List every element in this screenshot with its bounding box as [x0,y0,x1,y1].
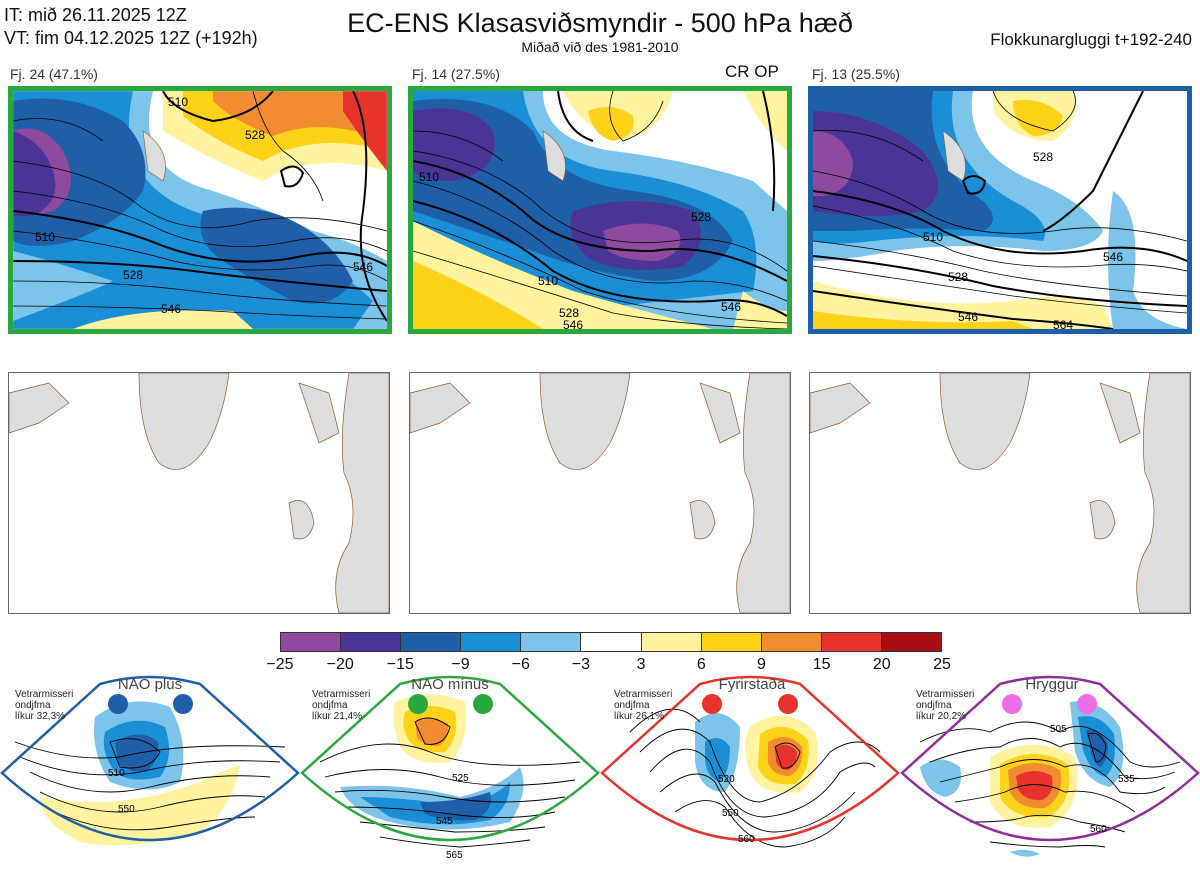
regime-name-nao-minus: NAO mínus [411,676,489,693]
contour-label: 505 [1050,724,1067,735]
control-op-tag: CR OP [725,62,779,81]
regime-ridge[interactable]: 505 535 560 [900,672,1200,871]
cluster-label-2: Fj. 14 (27.5%) [412,66,500,82]
colorbar-swatch [701,633,762,651]
colorbar-tick-label: 9 [757,656,766,673]
colorbar-tick-label: −20 [326,656,354,673]
contour-label: 528 [559,306,579,320]
regime-prob-nao-minus: Vetrarmisseri ondjfma líkur 21,4% [312,689,392,722]
cluster-map-1[interactable]: 510 528 546 528 510 546 [8,86,392,334]
page-title: EC-ENS Klasasviðsmyndir - 500 hPa hæð [347,8,853,38]
contour-label: 528 [123,268,143,282]
colorbar-tick-label: 25 [933,656,951,673]
contour-label: 560 [1090,824,1107,835]
contour-label: 546 [721,300,741,314]
contour-label: 510 [923,230,943,244]
colorbar-tick-label: 6 [696,656,706,673]
regime-nao-plus[interactable]: 510 550 [0,672,300,871]
colorbar [280,632,942,652]
prob-line: líkur 26,1% [614,711,665,722]
contour-label: 560 [738,834,755,845]
contour-label: 546 [161,302,181,316]
colorbar-tick-label: −15 [386,656,414,673]
regime-name-ridge: Hryggur [1025,676,1079,693]
colorbar-swatch [881,633,942,651]
contour-label: 528 [1033,150,1053,164]
prob-line: Vetrarmisseri [614,689,673,700]
contour-label: 550 [722,808,739,819]
prob-line: ondjfma [916,700,952,711]
empty-map-3 [809,372,1191,614]
contour-label: 528 [691,210,711,224]
prob-line: líkur 32,3% [15,711,66,722]
contour-label: 528 [245,128,265,142]
contour-label: 510 [35,230,55,244]
valid-time: VT: fim 04.12.2025 12Z (+192h) [4,28,258,48]
regime-name-blocking: Fyrirstaða [718,676,786,693]
regime-prob-nao-plus: Vetrarmisseri ondjfma líkur 32,3% [15,689,95,722]
contour-label: 528 [948,270,968,284]
contour-label: 535 [1118,774,1135,785]
prob-line: ondjfma [614,700,650,711]
contour-label: 564 [1053,318,1073,329]
empty-map-2 [409,372,791,614]
contour-label: 525 [452,773,469,784]
colorbar-tick-label: 15 [812,656,831,673]
window-label: Flokkunargluggi t+192-240 [990,30,1192,49]
regime-blocking[interactable]: 520 550 560 [600,672,900,871]
contour-label: 546 [958,310,978,324]
contour-label: 510 [168,95,188,109]
colorbar-tick-label: −3 [571,656,591,673]
colorbar-tick-label: −25 [266,656,294,673]
regime-nao-minus[interactable]: 525 545 565 [300,672,600,871]
colorbar-swatch [281,633,342,651]
prob-line: líkur 21,4% [312,711,363,722]
colorbar-swatch [581,633,642,651]
page-subtitle: Miðað við des 1981-2010 [521,39,679,55]
contour-label: 546 [563,318,583,329]
contour-label: 546 [1103,250,1123,264]
cluster-label-1: Fj. 24 (47.1%) [10,66,98,82]
cluster-label-3: Fj. 13 (25.5%) [812,66,900,82]
cluster-map-3[interactable]: 510 528 546 528 546 564 [808,86,1192,334]
contour-label: 520 [718,774,735,785]
contour-label: 510 [419,170,439,184]
colorbar-swatch [521,633,582,651]
contour-label: 510 [538,274,558,288]
cluster-map-2[interactable]: 510 528 546 510 528 546 [408,86,792,334]
prob-line: Vetrarmisseri [916,689,975,700]
prob-line: ondjfma [15,700,51,711]
contour-label: 550 [118,804,135,815]
regime-prob-blocking: Vetrarmisseri ondjfma líkur 26,1% [614,689,694,722]
colorbar-tick-label: −6 [511,656,530,673]
contour-label: 546 [353,260,373,274]
colorbar-tick-label: 20 [872,656,891,673]
colorbar-swatch [341,633,402,651]
regime-prob-ridge: Vetrarmisseri ondjfma líkur 20,2% [916,689,996,722]
prob-line: ondjfma [312,700,348,711]
contour-label: 565 [446,850,463,861]
colorbar-swatch [401,633,462,651]
prob-line: líkur 20,2% [916,711,967,722]
contour-label: 545 [436,816,453,827]
colorbar-tick-label: −9 [451,656,470,673]
empty-map-1 [8,372,390,614]
contour-label: 510 [108,768,125,779]
colorbar-swatch [761,633,822,651]
colorbar-swatch [641,633,702,651]
colorbar-tick-label: 3 [636,656,646,673]
regime-name-nao-plus: NAO plús [117,676,183,693]
colorbar-swatch [461,633,522,651]
prob-line: Vetrarmisseri [312,689,371,700]
initial-time: IT: mið 26.11.2025 12Z [4,5,187,25]
header-info: IT: mið 26.11.2025 12Z VT: fim 04.12.202… [4,4,258,50]
colorbar-swatch [821,633,882,651]
prob-line: Vetrarmisseri [15,689,74,700]
